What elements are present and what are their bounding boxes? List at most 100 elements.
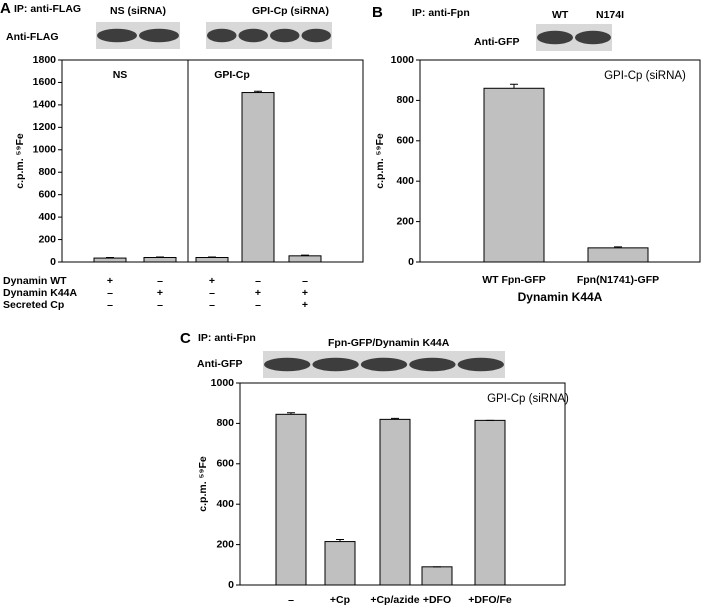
condition-value: – — [209, 299, 215, 311]
ip-label: IP: anti-Fpn — [198, 332, 256, 344]
annotation: GPI-Cp (siRNA) — [604, 70, 686, 82]
lane-label: N174I — [596, 9, 624, 21]
y-tick-label: 1200 — [33, 121, 57, 133]
condition-value: – — [302, 275, 308, 287]
antibody-label: Anti-GFP — [474, 36, 520, 48]
bar — [288, 255, 322, 263]
panel-label: B — [372, 4, 383, 21]
bar — [474, 419, 506, 586]
condition-value: – — [255, 275, 261, 287]
y-tick-label: 600 — [396, 135, 414, 147]
y-tick-label: 400 — [216, 498, 234, 510]
condition-value: + — [302, 287, 308, 299]
bar — [241, 92, 275, 263]
bar — [483, 87, 545, 263]
y-tick-label: 400 — [38, 211, 56, 223]
error-bar — [287, 412, 295, 415]
annotation: GPI-Cp (siRNA) — [487, 393, 569, 405]
condition-value: – — [157, 299, 163, 311]
y-tick-label: 800 — [216, 417, 234, 429]
y-tick-label: 0 — [50, 256, 56, 268]
y-tick-label: 200 — [216, 538, 234, 550]
y-tick-label: 0 — [408, 256, 414, 268]
panel-label: C — [180, 330, 191, 347]
condition-value: – — [255, 299, 261, 311]
x-axis-label: Dynamin K44A — [518, 290, 603, 304]
condition-value: – — [107, 299, 113, 311]
y-tick-label: 1400 — [33, 99, 57, 111]
condition-value: – — [107, 287, 113, 299]
error-bar — [510, 83, 518, 89]
blot-band — [207, 28, 237, 43]
blot-band — [97, 28, 137, 43]
condition-value: – — [157, 275, 163, 287]
y-tick-label: 0 — [228, 579, 234, 591]
blot-band — [264, 357, 311, 372]
blot-band — [360, 357, 408, 372]
error-bar — [156, 256, 164, 258]
y-tick-label: 200 — [396, 215, 414, 227]
y-tick-label: 1000 — [211, 377, 235, 389]
y-tick-label: 600 — [216, 458, 234, 470]
blot-band — [301, 28, 331, 43]
condition-value: + — [209, 275, 215, 287]
bar — [143, 257, 177, 263]
bar — [587, 247, 649, 263]
ip-label: IP: anti-FLAG — [14, 3, 81, 15]
error-bar — [336, 539, 344, 542]
condition-value: + — [302, 299, 308, 311]
group-label: GPI-Cp — [214, 69, 250, 81]
bar — [379, 418, 411, 586]
x-tick-label: WT Fpn-GFP — [482, 274, 546, 286]
bar — [421, 566, 453, 586]
error-bar — [301, 254, 309, 256]
bar — [195, 257, 229, 263]
y-tick-label: 600 — [38, 188, 56, 200]
condition-label: Dynamin WT — [3, 275, 67, 287]
blot-band — [457, 357, 504, 372]
antibody-label: Anti-GFP — [197, 358, 243, 370]
bar — [93, 257, 127, 263]
y-tick-label: 800 — [396, 94, 414, 106]
y-tick-label: 200 — [38, 233, 56, 245]
y-axis-label: c.p.m. ⁵⁹Fe — [197, 456, 209, 512]
y-axis-label: c.p.m. ⁵⁹Fe — [14, 133, 26, 189]
y-tick-label: 800 — [38, 166, 56, 178]
y-tick-label: 1000 — [391, 54, 415, 66]
blot-band — [238, 28, 268, 43]
group-label: NS — [113, 69, 128, 81]
x-tick-label: – — [288, 594, 294, 606]
blot-band — [139, 28, 179, 43]
blot-band — [409, 357, 456, 372]
blot-band — [537, 30, 573, 45]
lane-label: Fpn-GFP/Dynamin K44A — [328, 337, 450, 349]
panel-label: A — [0, 0, 11, 17]
blot-band — [312, 357, 359, 372]
lane-label: GPI-Cp (siRNA) — [252, 5, 329, 17]
error-bar — [391, 417, 399, 420]
ip-label: IP: anti-Fpn — [412, 7, 470, 19]
condition-value: + — [255, 287, 261, 299]
bar — [324, 541, 356, 586]
y-tick-label: 400 — [396, 175, 414, 187]
condition-value: + — [107, 275, 113, 287]
x-tick-label: Fpn(N1741)-GFP — [577, 274, 659, 286]
x-tick-label: +Cp — [330, 594, 350, 606]
condition-label: Secreted Cp — [3, 299, 64, 311]
error-bar — [614, 246, 622, 248]
y-tick-label: 1000 — [33, 144, 57, 156]
blot-band — [575, 30, 611, 45]
x-tick-label: +Cp/azide — [370, 594, 419, 606]
lane-label: WT — [552, 9, 569, 21]
bar — [275, 413, 307, 586]
lane-label: NS (siRNA) — [110, 5, 166, 17]
condition-value: + — [157, 287, 163, 299]
error-bar — [254, 90, 262, 93]
condition-label: Dynamin K44A — [3, 287, 78, 299]
y-tick-label: 1600 — [33, 76, 57, 88]
condition-value: – — [209, 287, 215, 299]
error-bar — [106, 257, 114, 259]
y-tick-label: 1800 — [33, 54, 57, 66]
y-axis-label: c.p.m. ⁵⁹Fe — [374, 133, 386, 189]
blot-band — [270, 28, 300, 43]
